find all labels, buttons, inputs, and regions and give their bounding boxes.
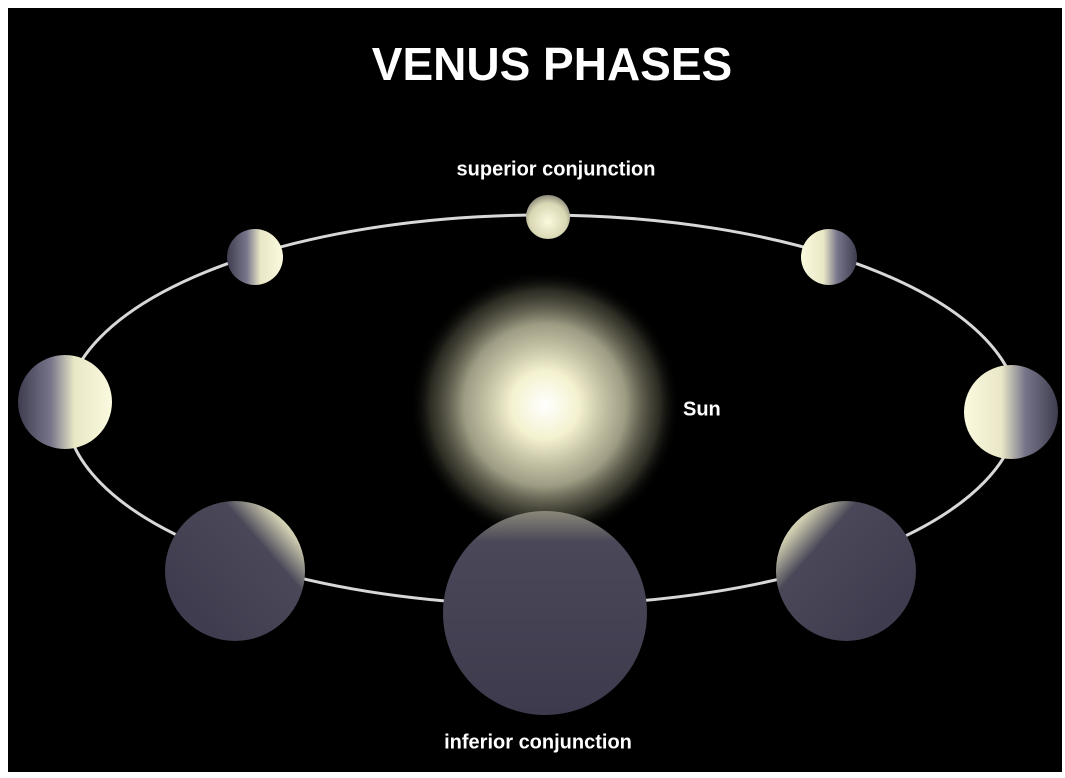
venus-inferior [443, 511, 647, 715]
venus-gibbous-right [801, 229, 857, 285]
venus-crescent-left [165, 501, 305, 641]
title: VENUS PHASES [372, 38, 732, 90]
venus-half-right [964, 365, 1058, 459]
page: VENUS PHASES superior conjunction Sun in… [0, 0, 1065, 778]
sun [410, 270, 680, 540]
inferior-label: inferior conjunction [444, 731, 632, 753]
superior-label: superior conjunction [457, 158, 656, 180]
venus-crescent-right [776, 501, 916, 641]
venus-superior [526, 195, 570, 239]
diagram: VENUS PHASES superior conjunction Sun in… [0, 0, 1065, 778]
venus-half-left [18, 355, 112, 449]
sun-label: Sun [683, 398, 721, 420]
venus-gibbous-left [227, 229, 283, 285]
